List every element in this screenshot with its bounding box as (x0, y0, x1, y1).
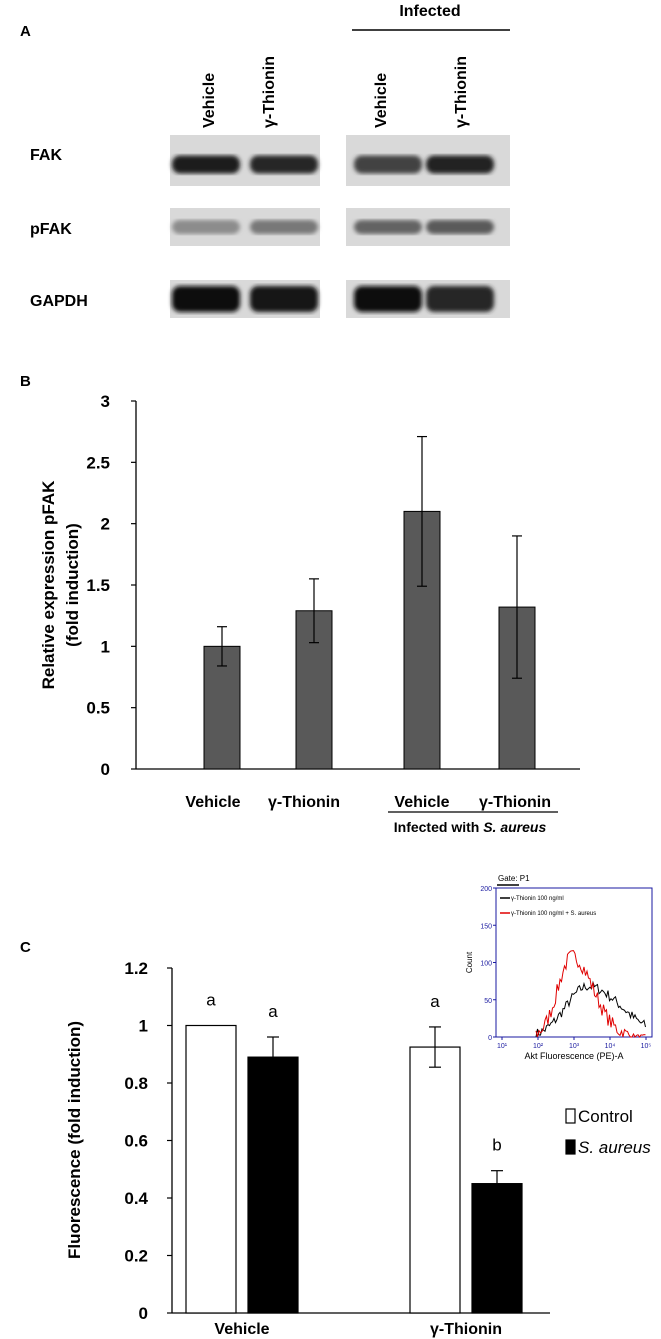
blot-band (426, 155, 494, 174)
blot-band (172, 155, 240, 174)
y-tick-label: 1.2 (124, 959, 148, 978)
infected-label: Infected (399, 3, 460, 20)
category-label: γ-Thionin (268, 794, 340, 811)
blot-band (426, 220, 494, 234)
blot-band (250, 220, 318, 234)
inset-x-tick-label: 10² (533, 1043, 544, 1050)
inset-histogram-black (535, 980, 646, 1038)
bar (247, 1056, 299, 1314)
y-tick-label: 1 (139, 1017, 148, 1036)
legend-label: S. aureus (578, 1138, 651, 1157)
blot-band (354, 220, 422, 234)
inset-legend-label: γ-Thionin 100 ng/ml + S. aureus (511, 911, 596, 917)
row-label: pFAK (30, 221, 72, 238)
y-tick-label: 2 (101, 515, 110, 534)
y-axis-label: Fluorescence (fold induction) (65, 1021, 84, 1259)
legend-swatch (565, 1108, 576, 1124)
panel-a-label: A (20, 23, 31, 40)
category-label: γ-Thionin (430, 1321, 502, 1338)
inset-x-tick-label: 10³ (569, 1043, 580, 1050)
legend-swatch (565, 1139, 576, 1155)
panel-c-label: C (20, 939, 31, 956)
row-label: FAK (30, 147, 62, 164)
inset-x-tick-label: 10⁵ (641, 1043, 652, 1050)
panel-b-label: B (20, 373, 31, 390)
y-tick-label: 0 (139, 1304, 148, 1323)
significance-letter: b (492, 1136, 501, 1155)
y-tick-label: 3 (101, 392, 110, 411)
y-tick-label: 1 (101, 637, 110, 656)
y-tick-label: 0 (101, 760, 110, 779)
lane-label: Vehicle (373, 73, 390, 128)
lane-label: γ-Thionin (261, 56, 278, 128)
inset-y-tick-label: 150 (480, 923, 492, 930)
blot-band (250, 286, 318, 312)
inset-x-tick-label: 10¹ (497, 1043, 508, 1050)
inset-histogram-red (535, 950, 646, 1038)
blot-band (354, 155, 422, 174)
y-tick-label: 0.4 (124, 1189, 148, 1208)
inset-y-tick-label: 0 (488, 1035, 492, 1042)
category-label: Vehicle (185, 794, 240, 811)
y-tick-label: 0.8 (124, 1074, 148, 1093)
significance-letter: a (206, 991, 216, 1010)
lane-label: γ-Thionin (453, 56, 470, 128)
inset-legend-label: γ-Thionin 100 ng/ml (511, 896, 564, 902)
inset-y-label: Count (465, 951, 474, 973)
blot-band (172, 220, 240, 234)
blot-band (172, 286, 240, 312)
bar (185, 1024, 237, 1314)
significance-letter: a (268, 1002, 278, 1021)
category-label: Vehicle (214, 1321, 269, 1338)
bar (409, 1046, 461, 1314)
legend-label: Control (578, 1107, 633, 1126)
blot-band (250, 155, 318, 174)
blot-band (354, 286, 422, 312)
y-tick-label: 1.5 (86, 576, 110, 595)
inset-x-label: Akt Fluorescence (PE)-A (524, 1051, 623, 1061)
y-tick-label: 0.2 (124, 1247, 148, 1266)
y-tick-label: 2.5 (86, 453, 110, 472)
bar (203, 645, 241, 770)
inset-y-tick-label: 200 (480, 886, 492, 893)
y-tick-label: 0.5 (86, 699, 110, 718)
category-label: Vehicle (394, 794, 449, 811)
inset-x-tick-label: 10⁴ (605, 1043, 616, 1050)
inset-gate-label: Gate: P1 (498, 874, 530, 883)
significance-letter: a (430, 992, 440, 1011)
category-label: γ-Thionin (479, 794, 551, 811)
blot-band (426, 286, 494, 312)
y-axis-label: Relative expression pFAK (fold induction) (39, 480, 82, 690)
y-tick-label: 0.6 (124, 1132, 148, 1151)
inset-y-tick-label: 100 (480, 961, 492, 968)
inset-y-tick-label: 50 (484, 998, 492, 1005)
row-label: GAPDH (30, 293, 88, 310)
group-label: Infected with S. aureus (394, 819, 547, 835)
lane-label: Vehicle (201, 73, 218, 128)
bar (471, 1183, 523, 1314)
